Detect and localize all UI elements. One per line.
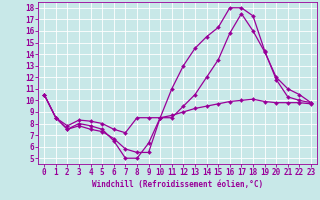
X-axis label: Windchill (Refroidissement éolien,°C): Windchill (Refroidissement éolien,°C) bbox=[92, 180, 263, 189]
